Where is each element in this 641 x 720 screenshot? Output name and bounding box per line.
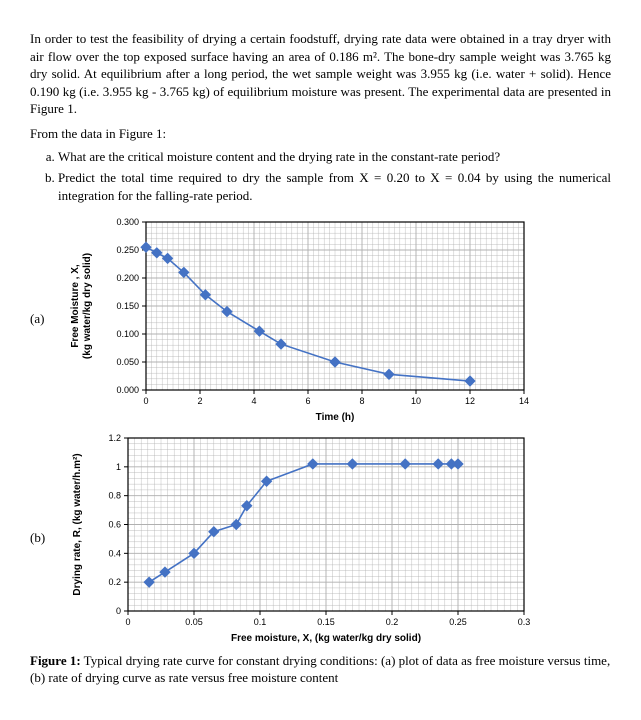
- svg-text:0.050: 0.050: [116, 357, 139, 367]
- figure-caption: Figure 1: Typical drying rate curve for …: [30, 653, 611, 687]
- chart-a-label: (a): [30, 311, 66, 327]
- svg-text:0.8: 0.8: [108, 491, 121, 501]
- svg-text:0.000: 0.000: [116, 385, 139, 395]
- svg-text:0: 0: [143, 396, 148, 406]
- intro-paragraph: In order to test the feasibility of dryi…: [30, 30, 611, 118]
- svg-text:0.1: 0.1: [254, 617, 267, 627]
- svg-text:14: 14: [519, 396, 529, 406]
- svg-text:0.05: 0.05: [185, 617, 203, 627]
- from-line: From the data in Figure 1:: [30, 126, 611, 142]
- svg-text:10: 10: [411, 396, 421, 406]
- chart-a: 0 2 4 6 8 10 12 14 0.000 0.050 0.100 0.150 0.200 0.25…: [66, 214, 536, 424]
- svg-text:0.100: 0.100: [116, 329, 139, 339]
- svg-text:0: 0: [116, 606, 121, 616]
- svg-text:4: 4: [251, 396, 256, 406]
- svg-text:8: 8: [359, 396, 364, 406]
- svg-text:Time (h): Time (h): [316, 412, 355, 423]
- figure-caption-rest: Typical drying rate curve for constant d…: [30, 653, 610, 685]
- from-line-text: From the data in Figure 1:: [30, 126, 166, 141]
- svg-text:12: 12: [465, 396, 475, 406]
- svg-text:0.150: 0.150: [116, 301, 139, 311]
- svg-text:0.2: 0.2: [386, 617, 399, 627]
- svg-text:Drying rate, R, (kg water/h.m²: Drying rate, R, (kg water/h.m²): [72, 454, 83, 596]
- question-list: What are the critical moisture content a…: [58, 148, 611, 205]
- svg-text:2: 2: [197, 396, 202, 406]
- svg-text:1.2: 1.2: [108, 433, 121, 443]
- svg-text:(kg water/kg dry solid): (kg water/kg dry solid): [82, 253, 93, 359]
- svg-text:0.4: 0.4: [108, 549, 121, 559]
- svg-text:0.300: 0.300: [116, 217, 139, 227]
- svg-text:0.200: 0.200: [116, 273, 139, 283]
- chart-b: 0 0.05 0.1 0.15 0.2 0.25 0.3 0 0.2 0.4 0.6 0.8 1 1.2 F…: [66, 430, 536, 645]
- chart-b-label: (b): [30, 530, 66, 546]
- svg-text:0.15: 0.15: [317, 617, 335, 627]
- svg-text:0.250: 0.250: [116, 245, 139, 255]
- svg-text:Free Moisture , X,: Free Moisture , X,: [70, 264, 81, 348]
- svg-text:Free moisture, X, (kg water/kg: Free moisture, X, (kg water/kg dry solid…: [231, 633, 421, 644]
- figure-caption-bold: Figure 1:: [30, 653, 81, 668]
- charts-container: (a) 024681012140.0000.0500.1000.1500.200…: [30, 214, 611, 645]
- svg-text:6: 6: [305, 396, 310, 406]
- svg-text:0.2: 0.2: [108, 578, 121, 588]
- svg-text:0.6: 0.6: [108, 520, 121, 530]
- svg-text:0: 0: [125, 617, 130, 627]
- svg-text:1: 1: [116, 462, 121, 472]
- svg-text:0.3: 0.3: [518, 617, 531, 627]
- question-b: Predict the total time required to dry t…: [58, 169, 611, 204]
- question-a: What are the critical moisture content a…: [58, 148, 611, 166]
- svg-text:0.25: 0.25: [449, 617, 467, 627]
